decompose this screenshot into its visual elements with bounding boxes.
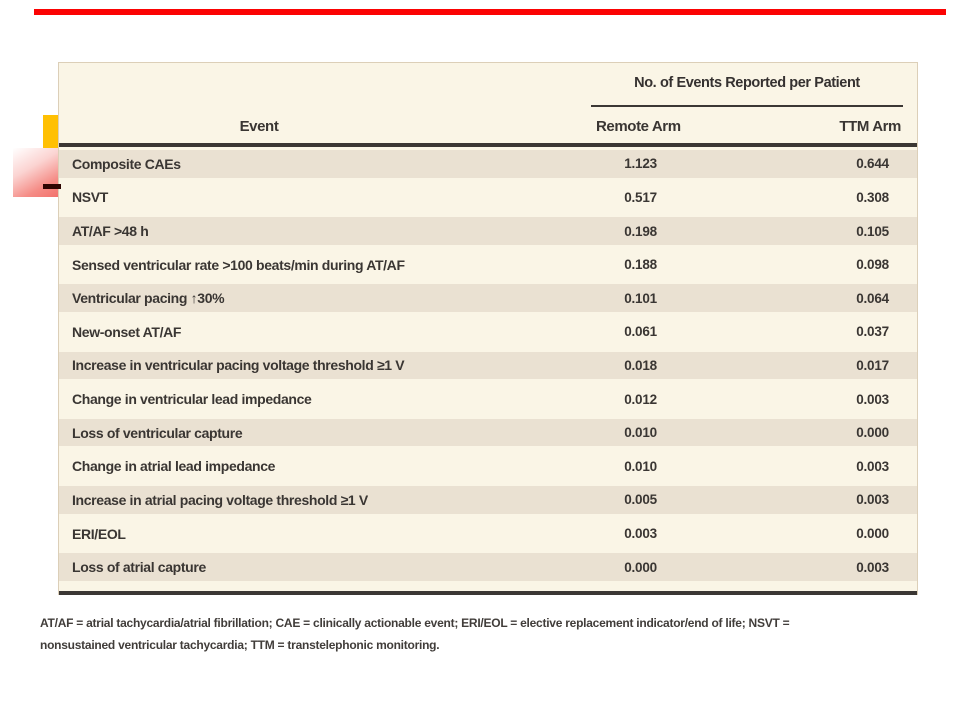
column-header-remote-arm: Remote Arm	[596, 118, 681, 135]
table-row: Ventricular pacing ↑30% 0.101 0.064	[59, 281, 917, 316]
ttm-arm-cell: 0.003	[856, 492, 889, 508]
remote-arm-cell: 0.005	[624, 492, 657, 508]
event-cell: Sensed ventricular rate >100 beats/min d…	[72, 256, 405, 273]
remote-arm-cell: 0.188	[624, 257, 657, 273]
ttm-arm-cell: 0.105	[856, 223, 889, 239]
remote-arm-cell: 0.018	[624, 357, 657, 373]
remote-arm-cell: 0.000	[624, 559, 657, 575]
table-row: Increase in ventricular pacing voltage t…	[59, 348, 917, 383]
column-header-event: Event	[239, 118, 279, 135]
remote-arm-cell: 0.517	[624, 189, 657, 205]
remote-arm-cell: 0.010	[624, 425, 657, 441]
table-row: Composite CAEs 1.123 0.644	[59, 147, 917, 181]
span-column-header: No. of Events Reported per Patient	[634, 75, 860, 91]
header-rule	[59, 143, 917, 147]
table-row: New-onset AT/AF 0.061 0.037	[59, 315, 917, 349]
top-accent-bar	[34, 9, 946, 15]
ttm-arm-cell: 0.064	[856, 290, 889, 306]
event-cell: Change in ventricular lead impedance	[72, 391, 312, 408]
column-header-ttm-arm: TTM Arm	[839, 118, 901, 135]
event-cell: ERI/EOL	[72, 525, 126, 542]
event-cell: Increase in atrial pacing voltage thresh…	[72, 491, 368, 508]
table-header: No. of Events Reported per Patient Event…	[59, 63, 917, 143]
ttm-arm-cell: 0.000	[856, 425, 889, 441]
table-row: Loss of atrial capture 0.000 0.003	[59, 550, 917, 584]
remote-arm-cell: 0.003	[624, 526, 657, 541]
abbreviations-footnote: AT/AF = atrial tachycardia/atrial fibril…	[40, 612, 950, 656]
remote-arm-cell: 0.012	[624, 391, 657, 407]
footnote-line: AT/AF = atrial tachycardia/atrial fibril…	[40, 616, 790, 630]
remote-arm-cell: 0.198	[624, 223, 657, 239]
ttm-arm-cell: 0.644	[856, 156, 889, 172]
ttm-arm-cell: 0.017	[856, 357, 889, 373]
remote-arm-cell: 1.123	[624, 156, 657, 172]
event-cell: Composite CAEs	[72, 155, 181, 172]
table-bottom-padding	[59, 583, 917, 591]
pink-gradient-square-decoration	[13, 148, 58, 197]
remote-arm-cell: 0.061	[624, 324, 657, 340]
ttm-arm-cell: 0.003	[856, 559, 889, 575]
footnote-line: nonsustained ventricular tachycardia; TT…	[40, 638, 440, 652]
event-cell: Loss of atrial capture	[72, 559, 206, 576]
table-body: Composite CAEs 1.123 0.644 NSVT 0.517 0.…	[59, 147, 917, 584]
dark-red-dash-decoration	[43, 184, 61, 189]
event-cell: Change in atrial lead impedance	[72, 458, 276, 475]
events-table: No. of Events Reported per Patient Event…	[58, 62, 918, 595]
event-cell: Increase in ventricular pacing voltage t…	[72, 357, 405, 374]
event-cell: Ventricular pacing ↑30%	[72, 290, 225, 307]
table-row: AT/AF >48 h 0.198 0.105	[59, 214, 917, 248]
table-row: Change in atrial lead impedance 0.010 0.…	[59, 449, 917, 484]
remote-arm-cell: 0.101	[624, 290, 657, 306]
ttm-arm-cell: 0.098	[856, 257, 889, 273]
span-header-rule	[591, 105, 903, 107]
yellow-square-decoration	[43, 115, 59, 148]
table-row: ERI/EOL 0.003 0.000	[59, 516, 917, 551]
event-cell: New-onset AT/AF	[72, 323, 182, 340]
ttm-arm-cell: 0.003	[856, 458, 889, 474]
ttm-arm-cell: 0.037	[856, 324, 889, 340]
ttm-arm-cell: 0.000	[856, 526, 889, 541]
ttm-arm-cell: 0.003	[856, 391, 889, 407]
event-cell: Loss of ventricular capture	[72, 424, 243, 441]
table-row: NSVT 0.517 0.308	[59, 180, 917, 215]
event-cell: AT/AF >48 h	[72, 223, 149, 240]
table-row: Change in ventricular lead impedance 0.0…	[59, 382, 917, 416]
table-row: Increase in atrial pacing voltage thresh…	[59, 483, 917, 517]
event-cell: NSVT	[72, 189, 108, 206]
remote-arm-cell: 0.010	[624, 458, 657, 474]
table-row: Sensed ventricular rate >100 beats/min d…	[59, 247, 917, 282]
table-row: Loss of ventricular capture 0.010 0.000	[59, 415, 917, 450]
table-bottom-rule	[59, 590, 917, 595]
ttm-arm-cell: 0.308	[856, 189, 889, 205]
